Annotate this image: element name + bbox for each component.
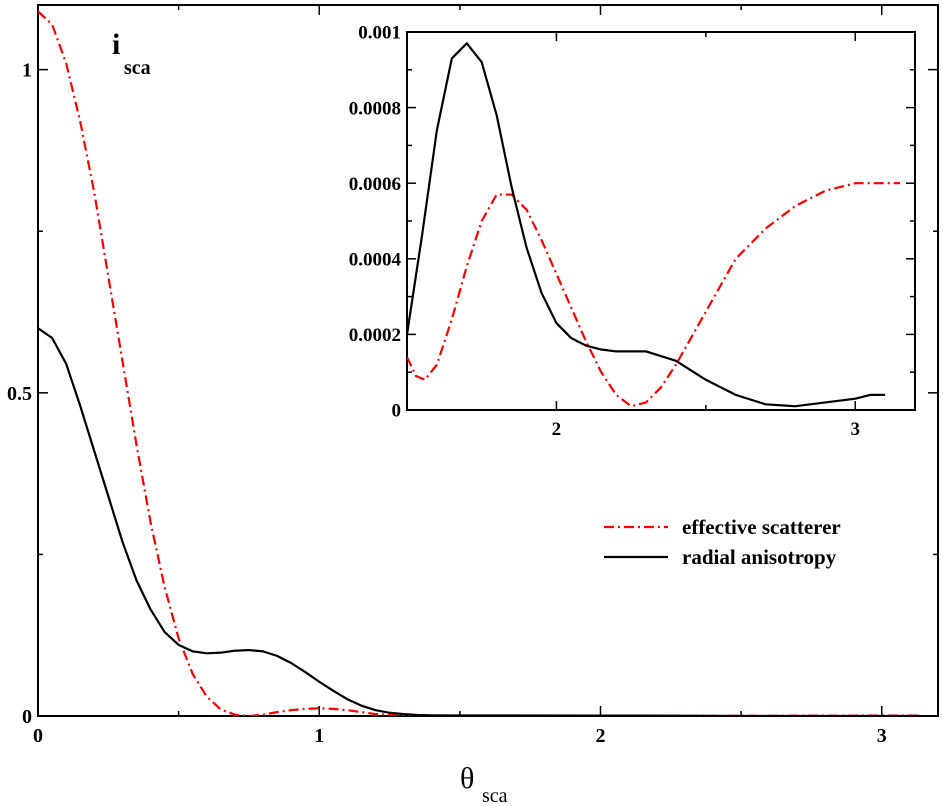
main-y-tick-label: 0.5 bbox=[7, 383, 32, 405]
legend-label-radial-anisotropy: radial anisotropy bbox=[682, 545, 837, 569]
main-x-tick-label: 2 bbox=[596, 725, 606, 747]
main-y-tick-label: 0 bbox=[22, 706, 32, 728]
inset-series-effective-scatterer bbox=[407, 182, 901, 408]
y-axis-label-subscript: sca bbox=[124, 57, 151, 79]
inset-chart: 2 3 0 0.0002 0.0004 0.0006 0.0008 0.001 bbox=[349, 23, 916, 440]
inset-y-tick-label: 0.0002 bbox=[349, 325, 401, 346]
x-axis-label-subscript: sca bbox=[482, 785, 508, 806]
axis-titles: i sca θ sca bbox=[112, 28, 508, 806]
inset-y-tick-label: 0.001 bbox=[358, 23, 401, 44]
inset-plot-frame bbox=[406, 31, 916, 411]
main-series-radial-anisotropy bbox=[38, 327, 922, 716]
inset-y-tick-label: 0 bbox=[392, 401, 402, 422]
inset-y-tick-label: 0.0006 bbox=[349, 174, 401, 195]
y-axis-label: i bbox=[112, 28, 120, 61]
main-x-tick-label: 0 bbox=[33, 725, 43, 747]
legend: effective scatterer radial anisotropy bbox=[604, 515, 841, 569]
inset-y-tick-label: 0.0008 bbox=[349, 98, 401, 119]
inset-x-tick-label: 2 bbox=[552, 419, 562, 440]
main-x-tick-label: 1 bbox=[314, 725, 324, 747]
x-axis-label: θ bbox=[460, 762, 474, 795]
inset-x-tick-label: 3 bbox=[850, 419, 860, 440]
inset-series-radial-anisotropy bbox=[407, 42, 886, 408]
main-y-tick-label: 1 bbox=[22, 60, 32, 82]
inset-y-tick-label: 0.0004 bbox=[349, 249, 402, 270]
main-series-effective-scatterer bbox=[38, 10, 922, 716]
main-x-tick-label: 3 bbox=[877, 725, 887, 747]
legend-label-effective-scatterer: effective scatterer bbox=[682, 515, 841, 539]
